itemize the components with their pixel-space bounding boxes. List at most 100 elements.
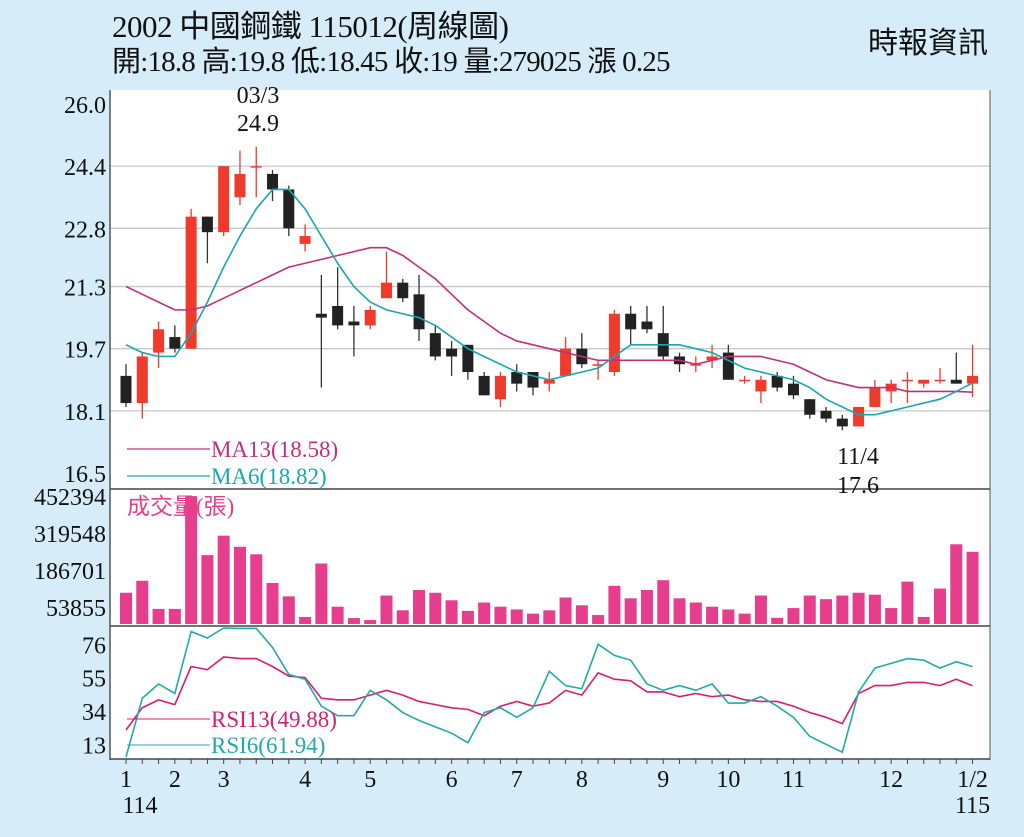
volume-bar: [461, 610, 474, 624]
x-tick-month: 5: [364, 767, 376, 793]
x-tick-month: 11: [782, 767, 805, 793]
volume-bar: [754, 595, 767, 624]
volume-legend: 成交量(張): [127, 494, 234, 519]
low-value-annotation: 17.6: [837, 473, 879, 499]
price-tick: 16.5: [64, 462, 106, 488]
volume-bar: [689, 602, 702, 624]
candle: [380, 282, 392, 299]
moving-average-lines: [125, 188, 973, 416]
x-tick-month: 8: [576, 767, 588, 793]
volume-bar: [657, 580, 670, 624]
volume-tick: 319548: [34, 522, 106, 548]
volume-bar: [592, 615, 605, 624]
volume-bar: [836, 595, 849, 624]
candle: [804, 399, 816, 415]
volume-bar: [266, 583, 279, 624]
x-tick-month: 3: [218, 767, 230, 793]
volume-bar: [120, 592, 132, 624]
ma13-line: [125, 246, 973, 394]
candle: [234, 173, 246, 198]
volume-bar: [624, 598, 637, 624]
candle: [136, 356, 148, 404]
candle: [185, 216, 197, 349]
volume-bar: [413, 589, 426, 624]
candle: [332, 305, 344, 326]
x-tick-year: 114: [122, 793, 157, 819]
rsi-tick: 13: [82, 733, 106, 759]
rsi-tick: 55: [82, 667, 106, 693]
candle: [527, 372, 539, 388]
candle: [918, 379, 930, 384]
volume-bar: [168, 608, 181, 624]
ma6-legend: MA6(18.82): [211, 464, 327, 489]
candle: [625, 313, 637, 330]
candle: [413, 294, 425, 330]
volume-bar: [364, 620, 377, 624]
rsi-tick: 76: [82, 633, 106, 659]
volume-bar: [527, 613, 539, 624]
candle: [755, 379, 767, 392]
ma13-legend: MA13(18.58): [211, 437, 338, 462]
candle: [901, 379, 913, 382]
x-tick-month: 1: [120, 767, 132, 793]
candle: [462, 344, 474, 373]
candle: [722, 352, 734, 380]
candle: [120, 375, 132, 404]
volume-bars: [120, 496, 979, 624]
x-tick-month: 10: [716, 767, 740, 793]
volume-bar: [331, 606, 344, 624]
x-tick-month: 2: [169, 767, 181, 793]
candle: [934, 379, 946, 382]
x-tick-month: 7: [511, 767, 523, 793]
candle: [739, 379, 751, 382]
high-date-annotation: 03/3: [237, 83, 280, 109]
price-tick: 24.4: [64, 155, 106, 181]
volume-bar: [445, 600, 458, 624]
rsi13-legend: RSI13(49.88): [211, 707, 337, 732]
x-tick-month: 6: [446, 767, 458, 793]
volume-bar: [429, 592, 442, 624]
volume-bar: [282, 596, 295, 624]
high-value-annotation: 24.9: [237, 111, 279, 137]
rsi-tick: 34: [82, 700, 106, 726]
candle: [771, 375, 783, 388]
candle: [283, 189, 295, 229]
candle: [446, 348, 458, 357]
volume-bar: [901, 581, 914, 624]
low-date-annotation: 11/4: [837, 444, 879, 470]
candle: [169, 337, 181, 349]
volume-bar: [608, 585, 621, 624]
candle: [218, 166, 230, 233]
candle: [478, 375, 490, 396]
rsi13-line: [125, 656, 973, 731]
volume-tick: 53855: [46, 596, 106, 622]
volume-bar: [136, 580, 149, 624]
volume-bar: [771, 617, 784, 624]
rsi6-line: [125, 627, 973, 758]
price-tick: 22.8: [64, 217, 106, 243]
x-tick-month: 4: [299, 767, 311, 793]
ma6-line: [125, 188, 973, 416]
x-tick-month: 1/2: [957, 767, 988, 793]
candle: [950, 379, 962, 384]
volume-bar: [787, 608, 800, 624]
volume-bar: [347, 618, 360, 624]
volume-bar: [315, 563, 328, 624]
volume-bar: [673, 598, 686, 624]
price-tick: 19.7: [64, 338, 106, 364]
volume-bar: [820, 599, 833, 624]
candle: [267, 173, 279, 190]
candle: [706, 356, 718, 361]
volume-bar: [217, 535, 230, 624]
volume-bar: [803, 595, 816, 624]
candle: [820, 410, 832, 419]
volume-bar: [543, 610, 556, 624]
price-tick: 26.0: [64, 93, 106, 119]
candle: [836, 418, 848, 427]
chart-title: 2002 中國鋼鐵 115012(周線圖): [112, 9, 509, 44]
candle: [364, 309, 376, 326]
volume-bar: [868, 594, 881, 624]
candle: [315, 313, 327, 318]
candle: [153, 329, 165, 353]
